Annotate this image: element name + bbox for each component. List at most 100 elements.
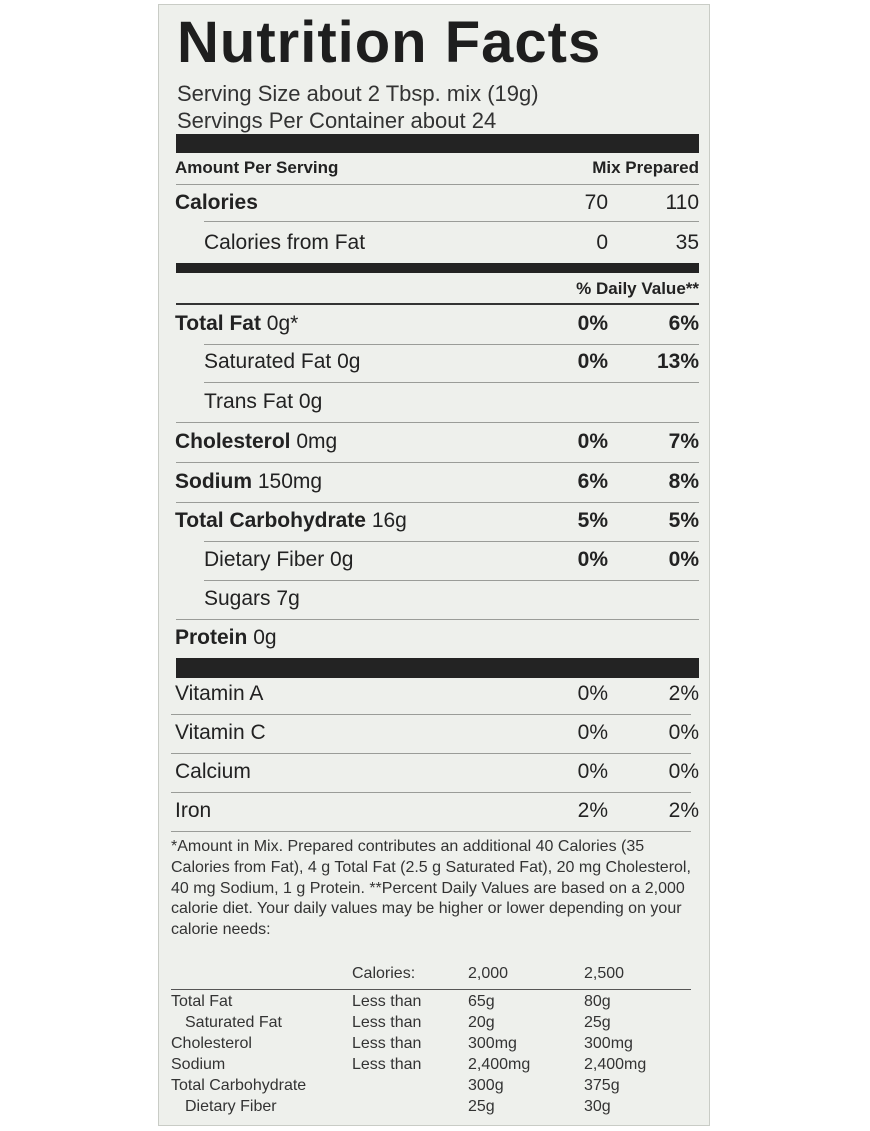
mix-percent: 2% (577, 799, 608, 822)
prepared-percent: 5% (668, 509, 699, 532)
dv-cell: 80g (584, 993, 611, 1010)
prepared-percent: 2% (668, 682, 699, 705)
dv-cell: 300mg (468, 1035, 517, 1052)
divider (176, 422, 699, 423)
dv-header-cell: 2,000 (468, 965, 509, 982)
nutrient-row: Sugars 7g (159, 587, 711, 611)
mix-percent: 0% (577, 682, 608, 705)
nutrient-row: Saturated Fat 0g 0% 13% (159, 350, 711, 374)
prepared-percent: 7% (668, 430, 699, 453)
mix-percent: 0% (577, 721, 608, 744)
nutrient-row: Cholesterol 0mg 0% 7% (159, 430, 711, 454)
header-label: Amount Per Serving (175, 158, 339, 177)
calorie-label: Calories (175, 191, 258, 214)
nutrient-row: Sodium 150mg 6% 8% (159, 470, 711, 494)
dv-header-cell: 2,500 (584, 965, 625, 982)
dv-cell: 300g (468, 1077, 504, 1094)
nutrient-row: Trans Fat 0g (159, 390, 711, 414)
divider (204, 221, 699, 222)
prepared-percent: 0% (668, 760, 699, 783)
prepared-percent: 2% (668, 799, 699, 822)
nutrient-name: Saturated Fat (204, 350, 332, 373)
dv-cell: Sodium (171, 1056, 226, 1073)
prepared-percent: 0% (668, 721, 699, 744)
nutrient-name: Protein (175, 626, 248, 649)
nutrient-label: Total Fat 0g* (175, 312, 298, 336)
amount-per-serving-header: Amount Per Serving Mix Prepared (159, 158, 711, 182)
prepared-percent: 8% (668, 470, 699, 493)
mix-percent: 0% (577, 350, 608, 373)
nutrient-name: Sodium (175, 470, 252, 493)
mix-percent: 0% (577, 548, 608, 571)
nutrition-facts-label: Nutrition Facts Serving Size about 2 Tbs… (158, 4, 710, 1126)
thick-divider (176, 263, 699, 273)
daily-value-header: % Daily Value** (159, 279, 711, 303)
dv-cell: Dietary Fiber (185, 1098, 277, 1115)
nutrient-label: Trans Fat 0g (204, 390, 322, 414)
dv-cell: 25g (468, 1098, 495, 1115)
mix-percent: 0% (577, 760, 608, 783)
nutrient-amount: 0g (330, 548, 354, 571)
nutrient-name: Trans Fat (204, 390, 294, 413)
dv-cell: 20g (468, 1014, 495, 1031)
dv-cell: Less than (352, 1056, 422, 1073)
vitamin-name: Vitamin A (175, 682, 264, 705)
mix-percent: 6% (577, 470, 608, 493)
daily-value-label: % Daily Value** (576, 279, 699, 298)
nutrient-label: Cholesterol 0mg (175, 430, 337, 454)
label-title: Nutrition Facts (177, 10, 602, 75)
thick-divider (176, 658, 699, 678)
dv-cell: 2,400mg (468, 1056, 531, 1073)
nutrient-amount: 0g (337, 350, 361, 373)
dv-cell: Saturated Fat (185, 1014, 282, 1031)
nutrient-row: Total Fat 0g* 0% 6% (159, 312, 711, 336)
dv-cell: 25g (584, 1014, 611, 1031)
dv-cell: 30g (584, 1098, 611, 1115)
nutrient-amount: 7g (276, 587, 300, 610)
mix-percent: 5% (577, 509, 608, 532)
nutrient-label: Protein 0g (175, 626, 277, 650)
prepared-value: 110 (665, 191, 699, 214)
divider (204, 541, 699, 542)
vitamin-name: Iron (175, 799, 212, 822)
nutrient-name: Sugars (204, 587, 271, 610)
divider (176, 502, 699, 503)
divider (176, 303, 699, 305)
mix-percent: 0% (577, 430, 608, 453)
divider (204, 382, 699, 383)
divider (171, 831, 691, 832)
nutrient-label: Sugars 7g (204, 587, 300, 611)
divider (176, 184, 699, 185)
dv-cell: Less than (352, 993, 422, 1010)
dv-header-cell: Calories: (352, 965, 416, 982)
dv-cell: Cholesterol (171, 1035, 252, 1052)
nutrient-name: Cholesterol (175, 430, 291, 453)
nutrient-row: Dietary Fiber 0g 0% 0% (159, 548, 711, 572)
divider (204, 580, 699, 581)
nutrient-name: Total Carbohydrate (175, 509, 366, 532)
divider (171, 753, 691, 754)
nutrient-name: Total Fat (175, 312, 261, 335)
nutrient-row: Total Carbohydrate 16g 5% 5% (159, 509, 711, 533)
dv-cell: Total Carbohydrate (171, 1077, 307, 1094)
divider (171, 792, 691, 793)
divider (176, 462, 699, 463)
footnote: *Amount in Mix. Prepared contributes an … (171, 838, 691, 939)
nutrient-row: Protein 0g (159, 626, 711, 650)
calorie-row: Calories 70 110 (159, 191, 711, 215)
divider (171, 989, 691, 990)
divider (204, 344, 699, 345)
nutrient-amount: 0g* (266, 312, 299, 335)
dv-cell: 375g (584, 1077, 620, 1094)
dv-cell: Less than (352, 1014, 422, 1031)
dv-cell: 300mg (584, 1035, 633, 1052)
prepared-percent: 0% (668, 548, 699, 571)
divider (176, 619, 699, 620)
nutrient-label: Dietary Fiber 0g (204, 548, 353, 572)
nutrient-amount: 16g (371, 509, 407, 532)
nutrient-name: Dietary Fiber (204, 548, 325, 571)
dv-cell: 2,400mg (584, 1056, 647, 1073)
calorie-row: Calories from Fat 0 35 (159, 231, 711, 255)
nutrient-label: Saturated Fat 0g (204, 350, 360, 374)
nutrient-label: Sodium 150mg (175, 470, 322, 494)
